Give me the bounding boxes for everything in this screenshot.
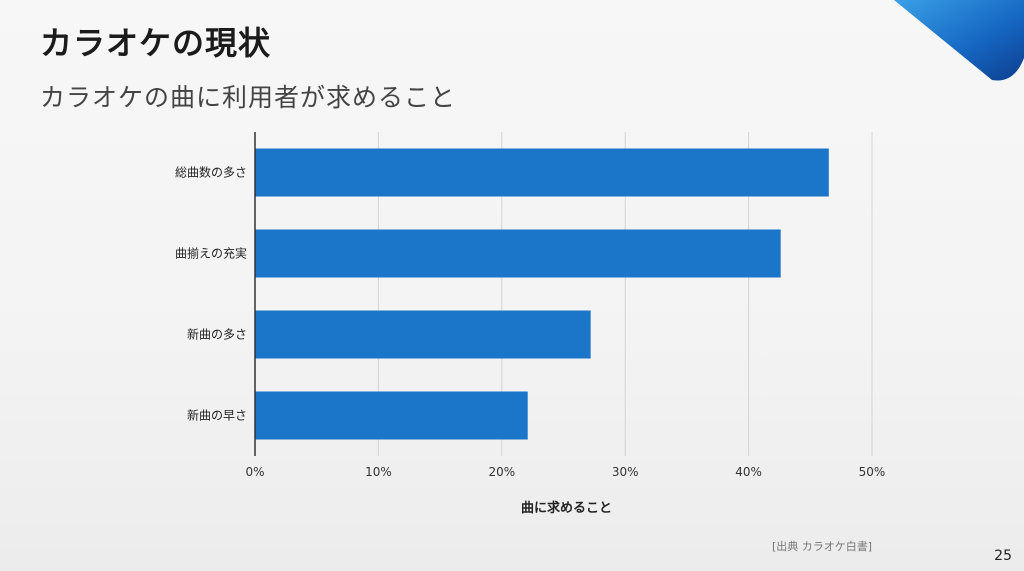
slide-title: カラオケの現状	[40, 24, 272, 62]
category-label: 曲揃えの充実	[175, 246, 247, 261]
category-label: 新曲の早さ	[187, 408, 247, 423]
x-tick-labels: 0% 10% 20% 30% 40% 50%	[245, 465, 885, 479]
bar	[255, 391, 528, 440]
x-tick-label: 20%	[488, 465, 515, 479]
x-tick-label: 40%	[735, 465, 762, 479]
source-note: [出典 カラオケ白書]	[772, 540, 873, 553]
x-tick-label: 10%	[365, 465, 392, 479]
x-tick-label: 30%	[612, 465, 639, 479]
category-label: 新曲の多さ	[187, 327, 247, 342]
corner-decoration	[894, 0, 1024, 81]
x-tick-label: 50%	[859, 465, 886, 479]
x-tick-label: 0%	[245, 465, 264, 479]
bar	[255, 229, 781, 278]
bar	[255, 310, 591, 359]
bar	[255, 148, 829, 197]
page-number: 25	[994, 548, 1012, 564]
category-label: 総曲数の多さ	[175, 165, 247, 180]
slide-subtitle: カラオケの曲に利用者が求めること	[40, 83, 457, 112]
chart-bars	[255, 148, 829, 440]
x-axis-label: 曲に求めること	[521, 500, 612, 516]
